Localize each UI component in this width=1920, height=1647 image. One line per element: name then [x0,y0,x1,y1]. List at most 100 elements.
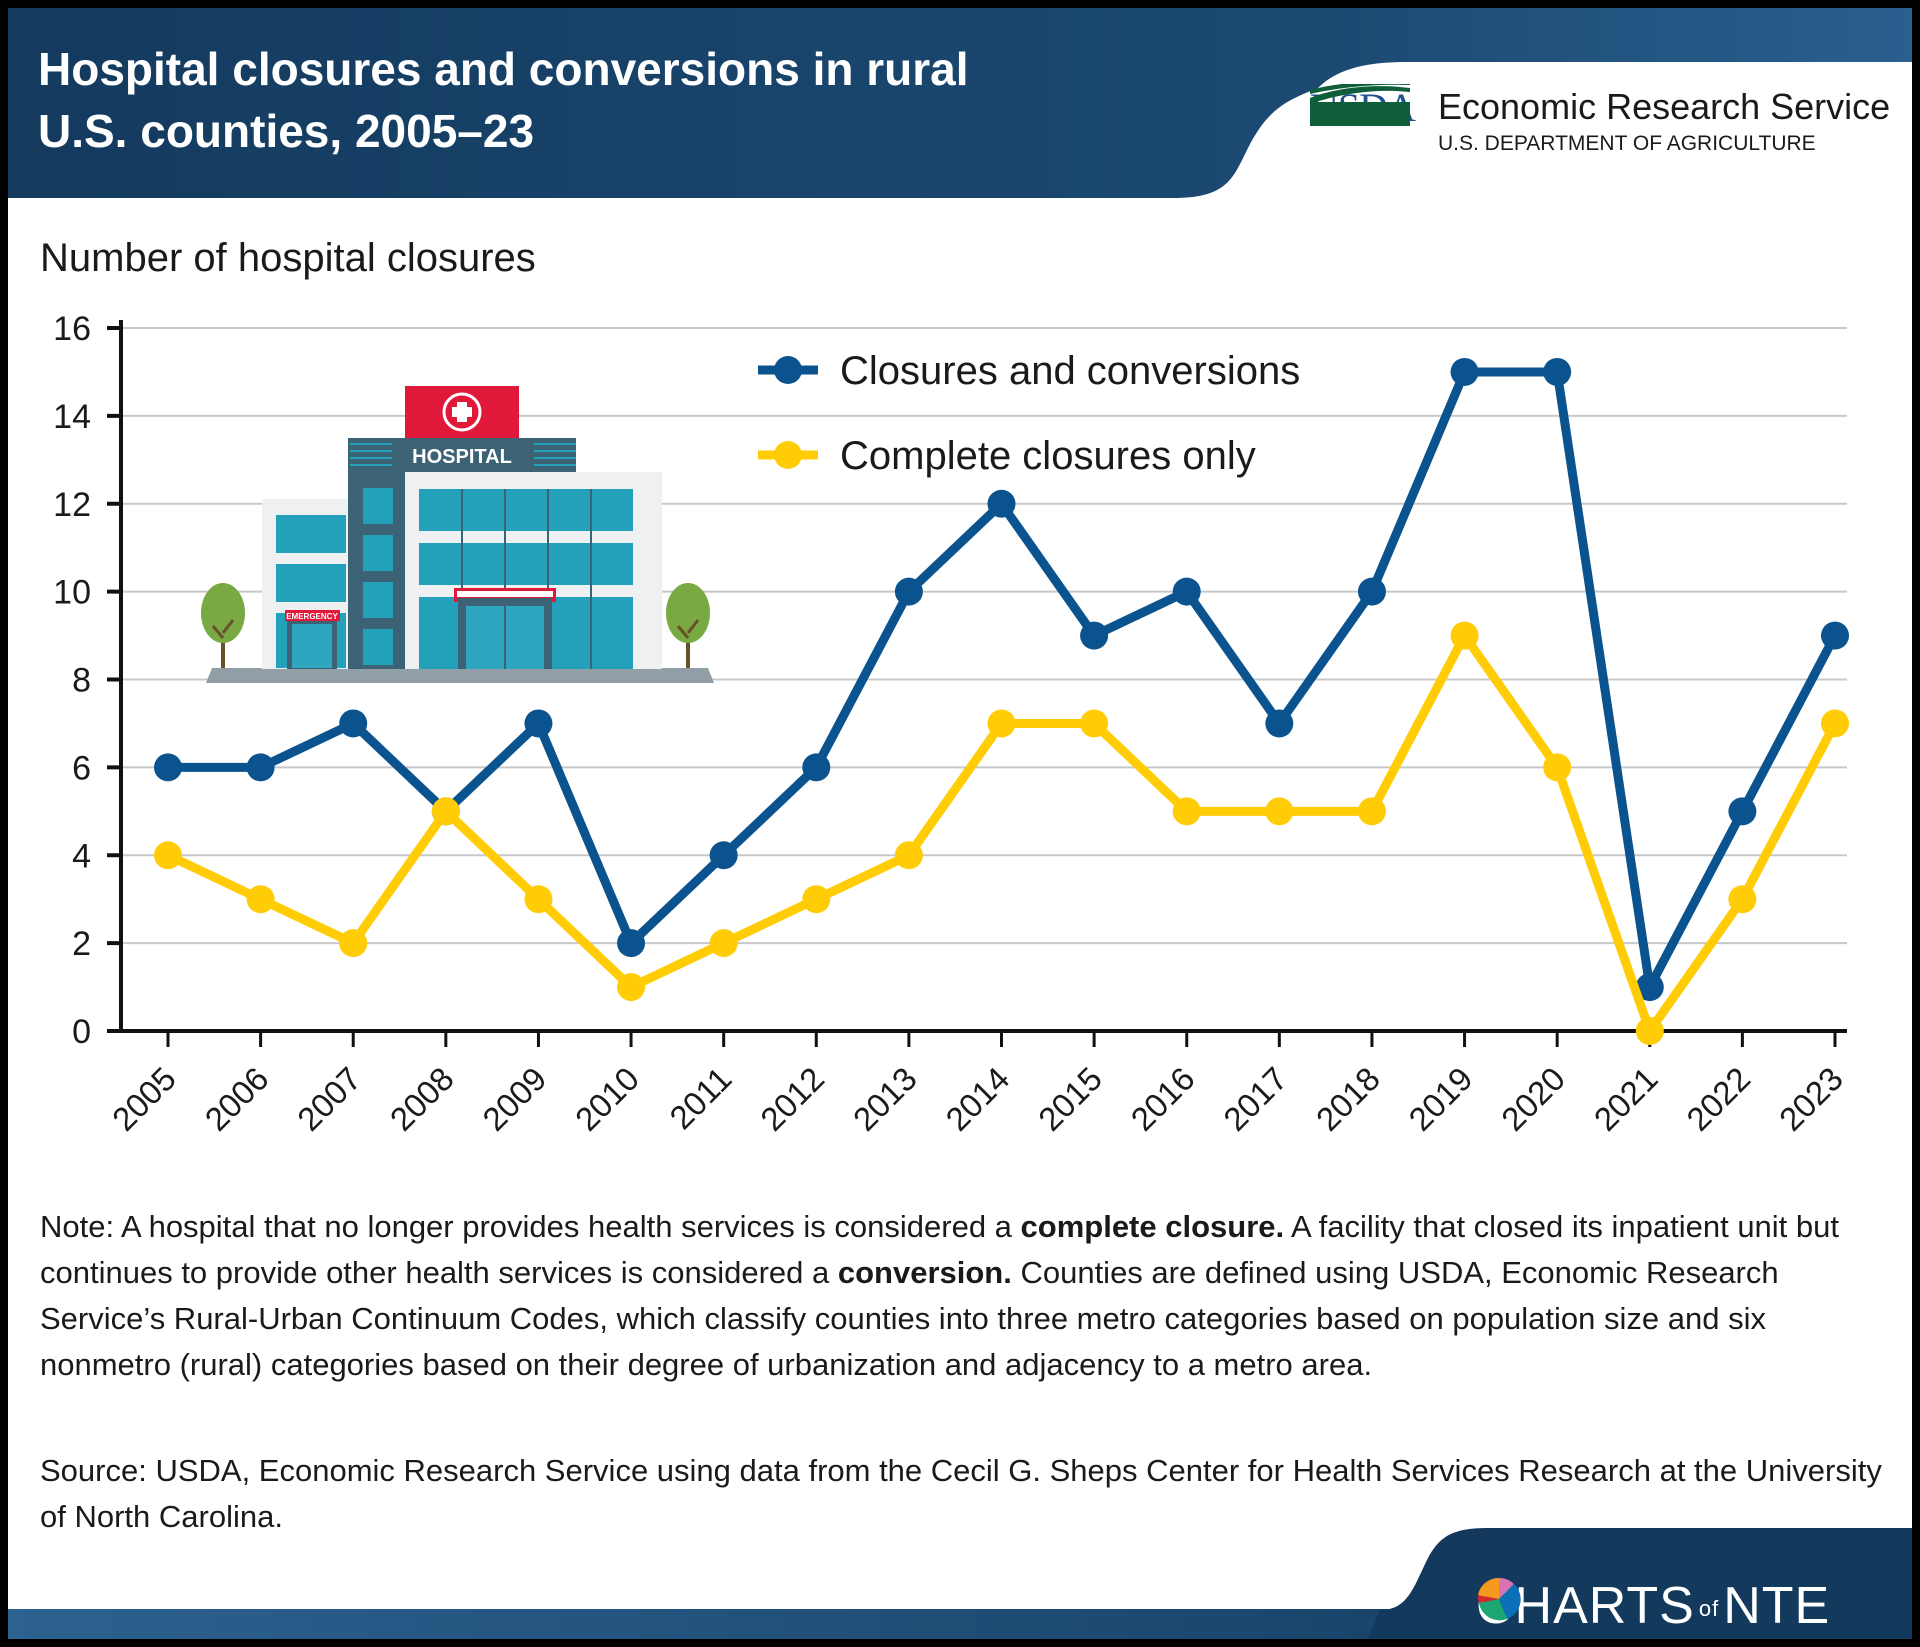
header-background [8,8,1912,198]
x-tick-label: 2011 [662,1060,738,1136]
note-text: Counties are defined using USDA, Economi… [40,1255,1779,1382]
usda-field-icon [1310,84,1410,126]
data-point [1265,709,1294,738]
department-name: U.S. DEPARTMENT OF AGRICULTURE [1438,132,1816,155]
data-point [709,929,738,958]
x-tick-label: 2016 [1124,1060,1202,1138]
infographic: Hospital closures and conversions in rur… [8,8,1912,1639]
data-point [617,973,646,1002]
line-chart: EMERGENCY HOSPITAL [53,310,1850,1138]
y-tick-label: 0 [72,1013,91,1051]
hospital-illustration: EMERGENCY HOSPITAL [201,386,714,683]
data-point [1265,797,1294,826]
x-tick-label: 2017 [1216,1060,1294,1138]
data-point [1450,621,1479,650]
y-tick-label: 16 [53,310,91,348]
x-tick-label: 2008 [383,1060,461,1138]
note-text: A facility that closed its inpatient uni… [40,1209,1840,1290]
y-tick-label: 4 [72,837,91,875]
x-tick-label: 2014 [938,1060,1016,1138]
data-point [617,929,646,958]
data-point [894,841,923,870]
header-banner: Hospital closures and conversions in rur… [8,8,1912,198]
legend: Closures and conversions Complete closure… [758,349,1300,478]
footer-banner: CHARTS ofN TE [8,1528,1912,1639]
y-tick-label: 2 [72,925,91,963]
legend-label: Closures and conversions [840,349,1300,393]
x-tick-label: 2006 [197,1060,275,1138]
data-point [524,709,553,738]
medical-cross-icon [442,392,482,432]
data-point [1357,577,1386,606]
x-tick-label: 2021 [1587,1060,1665,1138]
brand-te: TE [1761,1577,1831,1635]
note-text: Note: A hospital that no longer provides… [40,1209,1021,1244]
chart-note: Note: A hospital that no longer provides… [40,1204,1900,1388]
legend-swatch-marker [774,441,802,469]
y-tick-label: 14 [53,398,91,436]
data-point [339,709,368,738]
x-tick-label: 2020 [1494,1060,1572,1138]
x-tick-label: 2022 [1679,1060,1757,1138]
x-tick-label: 2023 [1772,1060,1850,1138]
note-emphasis: conversion. [837,1255,1012,1290]
title-line-1: Hospital closures and conversions in rur… [38,43,969,95]
data-point [246,753,275,782]
data-point [1821,621,1849,650]
pie-chart-icon [1477,1577,1521,1621]
data-point [524,885,553,914]
data-point [802,753,831,782]
ground [206,668,714,683]
data-point [246,885,275,914]
x-tick-label: 2007 [290,1060,368,1138]
data-point [894,577,923,606]
legend-label: Complete closures only [840,434,1256,478]
data-point [1728,797,1757,826]
agency-name: Economic Research Service [1438,86,1891,127]
tree-right-icon [666,583,710,668]
legend-swatch-marker [774,356,802,384]
data-point [709,841,738,870]
title-line-2: U.S. counties, 2005–23 [38,105,535,157]
y-tick-label: 6 [72,749,91,787]
x-tick-label: 2013 [846,1060,924,1138]
data-point [987,489,1016,518]
data-point [1635,973,1664,1002]
data-point [1080,709,1109,738]
x-tick-label: 2012 [753,1060,831,1138]
data-point [1172,797,1201,826]
x-tick-label: 2005 [105,1060,183,1138]
series-complete-closures-only [154,621,1849,1045]
usda-ers-logo: USDA Economic Research Service U.S. DEPA… [1310,84,1910,164]
emergency-sign [285,610,340,621]
series-lines [154,357,1849,1045]
y-tick-label: 10 [53,574,91,612]
data-point [1450,357,1479,386]
tree-left-icon [201,583,245,668]
data-point [1728,885,1757,914]
data-point [339,929,368,958]
hospital-sign-label: HOSPITAL [412,446,512,468]
chart-source: Source: USDA, Economic Research Service … [40,1453,1882,1534]
data-point [802,885,831,914]
data-point [1357,797,1386,826]
charts-of-note-logo: CHARTS ofN TE [1476,1576,1830,1636]
data-point [987,709,1016,738]
data-point [1543,753,1572,782]
x-tick-label: 2009 [475,1060,553,1138]
brand-of: of [1698,1596,1720,1622]
series-line [166,631,1839,1036]
data-point [1821,709,1849,738]
y-axis-title: Number of hospital closures [40,236,536,280]
data-point [1172,577,1201,606]
data-point [1635,1017,1664,1045]
data-point [1080,621,1109,650]
emergency-label: EMERGENCY [286,612,338,621]
x-tick-label: 2018 [1309,1060,1387,1138]
data-point [154,841,182,870]
data-point [1543,357,1572,386]
data-point [154,753,182,782]
brand-n: N [1723,1577,1762,1635]
x-tick-label: 2010 [568,1060,646,1138]
x-tick-label: 2019 [1401,1060,1479,1138]
